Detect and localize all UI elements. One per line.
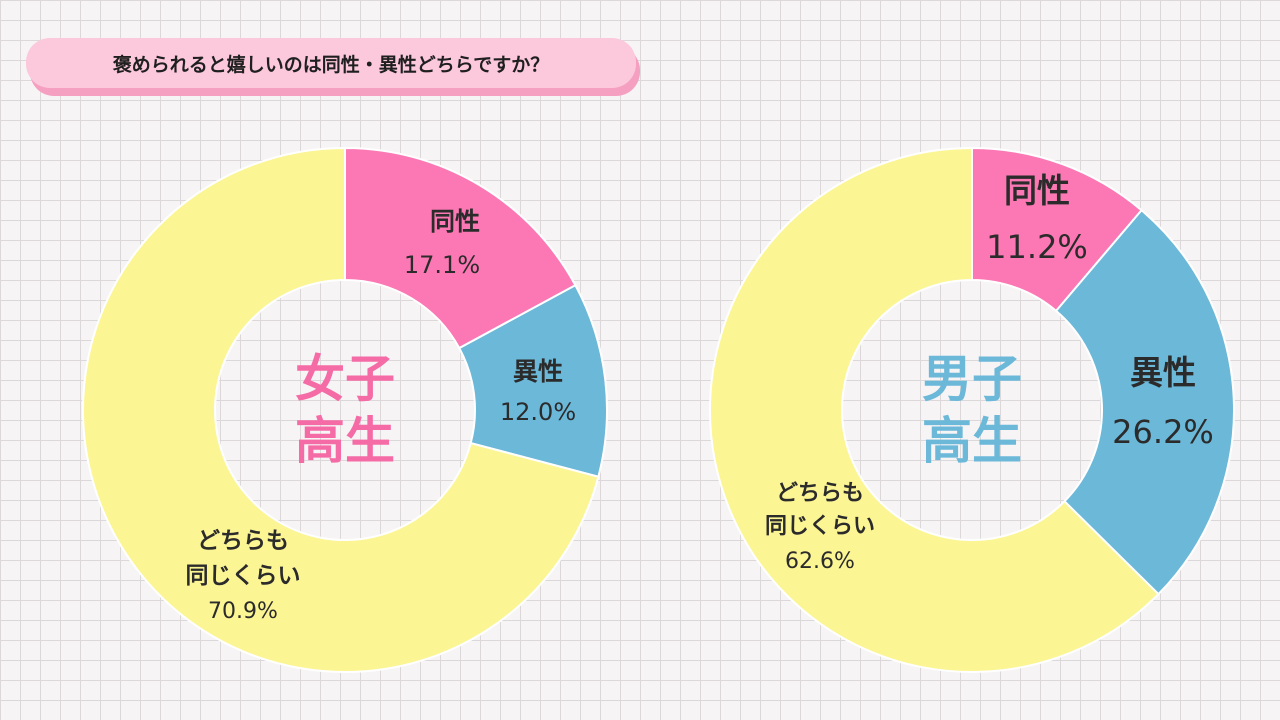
girls-label-opposite: 異性: [513, 357, 563, 386]
girls-slice-same: [344, 146, 577, 350]
girls-slice-both: [82, 146, 600, 673]
boys-slice-both: [709, 146, 1160, 673]
girls-label-both: 同じくらい: [186, 563, 301, 589]
boys-label-both: 同じくらい: [765, 514, 875, 539]
boys-center-label: 男子: [922, 350, 1022, 408]
girls-center-label: 女子: [295, 350, 395, 408]
boys-center-label: 高生: [922, 412, 1022, 470]
girls-value-same: 17.1%: [404, 251, 480, 279]
boys-slice-opposite: [1054, 208, 1235, 596]
girls-center-label: 高生: [295, 412, 395, 470]
title-banner: 褒められると嬉しいのは同性・異性どちらですか？: [26, 38, 640, 96]
boys-label-both: どちらも: [776, 481, 864, 506]
girls-label-same: 同性: [430, 207, 480, 236]
girls-label-both: どちらも: [197, 528, 289, 554]
boys-label-opposite: 異性: [1130, 353, 1196, 392]
boys-value-opposite: 26.2%: [1112, 413, 1214, 451]
boys-value-both: 62.6%: [785, 549, 855, 574]
chart-title: 褒められると嬉しいのは同性・異性どちらですか？: [26, 38, 636, 88]
girls-value-both: 70.9%: [208, 599, 278, 624]
boys-label-same: 同性: [1004, 171, 1070, 210]
girls-value-opposite: 12.0%: [500, 398, 576, 426]
boys-value-same: 11.2%: [986, 228, 1088, 266]
